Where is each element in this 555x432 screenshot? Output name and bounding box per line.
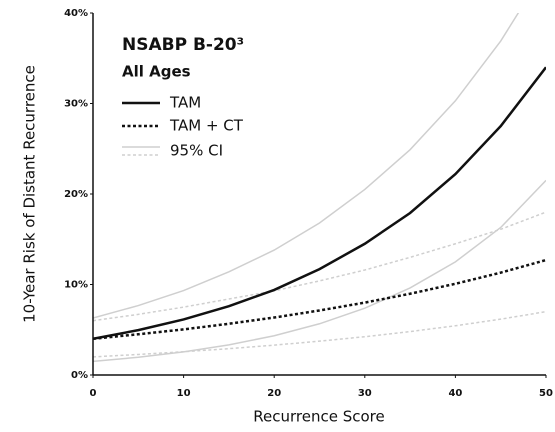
series-line [93,66,546,341]
y-tick-label: 40% [64,8,88,19]
x-tick-label: 10 [177,388,191,399]
ci-line [93,310,546,358]
x-tick-label: 0 [90,388,97,399]
legend-label: TAM [169,94,201,112]
plot-area [93,13,546,363]
chart-subtitle: All Ages [122,63,191,81]
series-line [93,258,546,341]
x-tick-label: 20 [267,388,281,399]
y-tick-label: 20% [64,189,88,200]
y-tick-label: 30% [64,99,88,110]
chart-title: NSABP B-20³ [122,35,244,55]
y-tick-label: 10% [64,280,88,291]
y-tick-label: 0% [71,370,88,381]
x-axis-label: Recurrence Score [253,408,384,426]
x-tick-label: 30 [358,388,372,399]
x-tick-label: 40 [448,388,462,399]
x-tick-label: 50 [539,388,553,399]
y-axis-label: 10-Year Risk of Distant Recurrence [21,65,39,323]
ci-line [93,211,546,322]
ci-line [93,179,546,363]
legend-label: TAM + CT [169,117,244,135]
legend-label: 95% CI [170,142,223,160]
ci-line [93,13,520,319]
